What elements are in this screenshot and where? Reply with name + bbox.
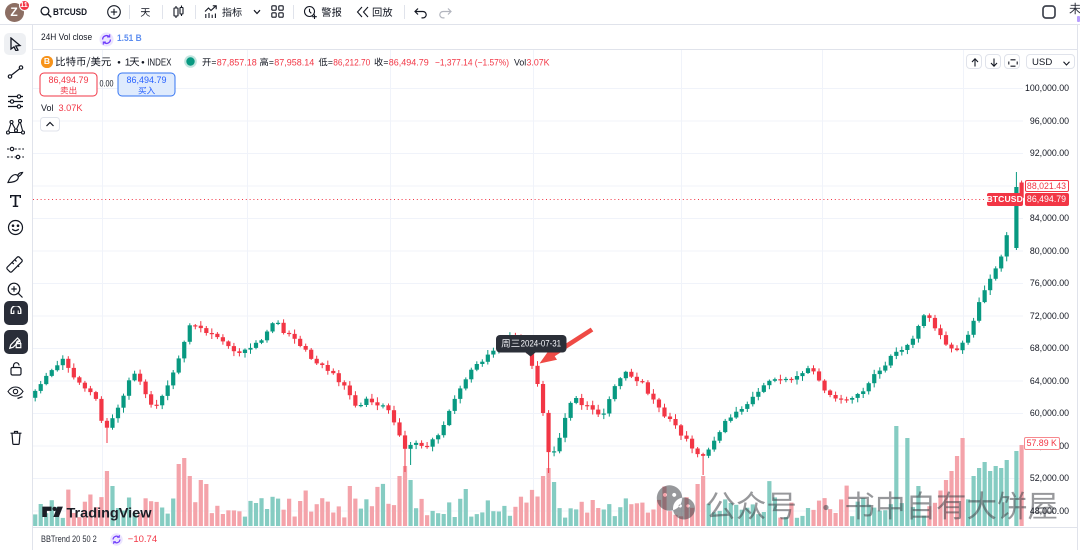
svg-text:87,857.18: 87,857.18 [217,57,257,67]
svg-text:87,958.14: 87,958.14 [274,57,314,67]
svg-text:3.07K: 3.07K [59,103,84,114]
svg-text:=: = [383,57,388,67]
svg-text:=: = [211,57,216,67]
svg-text:86,494.79: 86,494.79 [127,75,167,85]
svg-text:86,494.79: 86,494.79 [49,75,89,85]
svg-text:=: = [269,57,274,67]
svg-text:Vol: Vol [41,103,54,114]
svg-text:0.00: 0.00 [100,79,114,89]
svg-text:TradingView: TradingView [67,506,153,521]
svg-text:86,494.79: 86,494.79 [389,57,429,67]
svg-text:INDEX: INDEX [147,57,171,68]
svg-text:=: = [328,57,333,67]
svg-text:1: 1 [125,57,131,68]
svg-text:86,212.70: 86,212.70 [333,57,370,67]
svg-text:2024-07-31: 2024-07-31 [521,339,562,349]
svg-text:Vol: Vol [514,57,526,67]
svg-text:−1,377.14 (−1.57%): −1,377.14 (−1.57%) [435,57,509,67]
svg-text:3.07K: 3.07K [527,57,550,67]
